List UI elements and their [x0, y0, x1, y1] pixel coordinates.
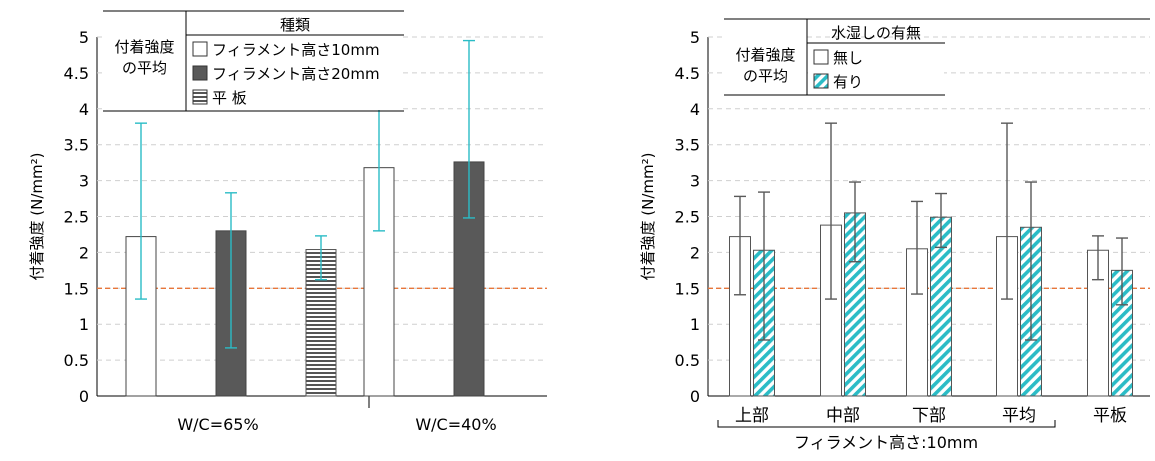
legend-bg [104, 12, 185, 110]
legend-bg [187, 36, 403, 110]
legend-header: 水湿しの有無 [831, 24, 921, 42]
bars [729, 122, 1133, 397]
legend-entry: フィラメント高さ20mm [212, 65, 380, 83]
legend-title-line1: 付着強度 [114, 38, 174, 56]
y-axis-label: 付着強度 (N/mm²) [28, 153, 46, 281]
y-tick-label: 2 [79, 243, 89, 262]
category-bracket [717, 420, 1056, 428]
y-tick-label: 0 [690, 387, 700, 406]
x-axis-label: フィラメント高さ:10mm [794, 433, 978, 452]
legend-title-line1: 付着強度 [735, 46, 795, 64]
legend-title-line2: の平均 [122, 59, 167, 77]
x-tick-label: 中部 [826, 406, 860, 426]
left-chart: 0 0.5 1 1.5 2 2.5 3 3.5 4 4.5 5 付着強度 (N/mm²) W/C=65%… [28, 10, 547, 434]
legend-entry: フィラメント高さ10mm [212, 41, 380, 59]
y-tick-label: 0 [79, 387, 89, 406]
y-tick-label: 4 [690, 100, 700, 119]
y-tick-label: 4 [79, 100, 89, 119]
y-tick-label: 3 [79, 172, 89, 191]
legend-bg [725, 20, 806, 94]
legend-swatch [192, 65, 208, 81]
y-tick-label: 4.5 [675, 64, 700, 83]
legend-entry: 有り [833, 73, 863, 91]
legend-entry: 平 板 [212, 89, 247, 107]
y-tick-label: 5 [690, 28, 700, 47]
legend-title-line2: の平均 [743, 67, 788, 85]
bars [125, 39, 485, 397]
legend-swatch [192, 41, 208, 57]
y-tick-label: 1.5 [675, 279, 700, 298]
legend-swatch [192, 89, 208, 105]
y-tick-label: 3.5 [64, 136, 89, 155]
y-tick-label: 1 [79, 315, 89, 334]
y-tick-label: 5 [79, 28, 89, 47]
y-tick-label: 2.5 [675, 208, 700, 227]
x-tick-label: 上部 [735, 406, 769, 426]
y-tick-label: 3 [690, 172, 700, 191]
y-tick-label: 0.5 [675, 351, 700, 370]
legend-swatch [813, 49, 829, 65]
y-tick-label: 4.5 [64, 64, 89, 83]
x-tick-label: 平均 [1002, 406, 1036, 426]
legend-entry: 無し [833, 49, 863, 67]
legend-bg [808, 44, 944, 94]
x-group-label: W/C=40% [415, 415, 496, 434]
x-tick-label: 平板 [1093, 406, 1127, 426]
y-tick-label: 1 [690, 315, 700, 334]
legend-header: 種類 [280, 16, 310, 34]
y-axis-label: 付着強度 (N/mm²) [639, 153, 657, 281]
legend-swatch [813, 73, 829, 89]
y-tick-label: 2 [690, 243, 700, 262]
x-tick-label: 下部 [912, 406, 946, 426]
x-group-label: W/C=65% [177, 415, 258, 434]
right-chart: 0 0.5 1 1.5 2 2.5 3 3.5 4 4.5 5 付着強度 (N/mm²) 上部 中部 下部 平… [639, 18, 1150, 452]
y-tick-label: 0.5 [64, 351, 89, 370]
y-tick-label: 2.5 [64, 208, 89, 227]
y-tick-label: 1.5 [64, 279, 89, 298]
y-tick-label: 3.5 [675, 136, 700, 155]
